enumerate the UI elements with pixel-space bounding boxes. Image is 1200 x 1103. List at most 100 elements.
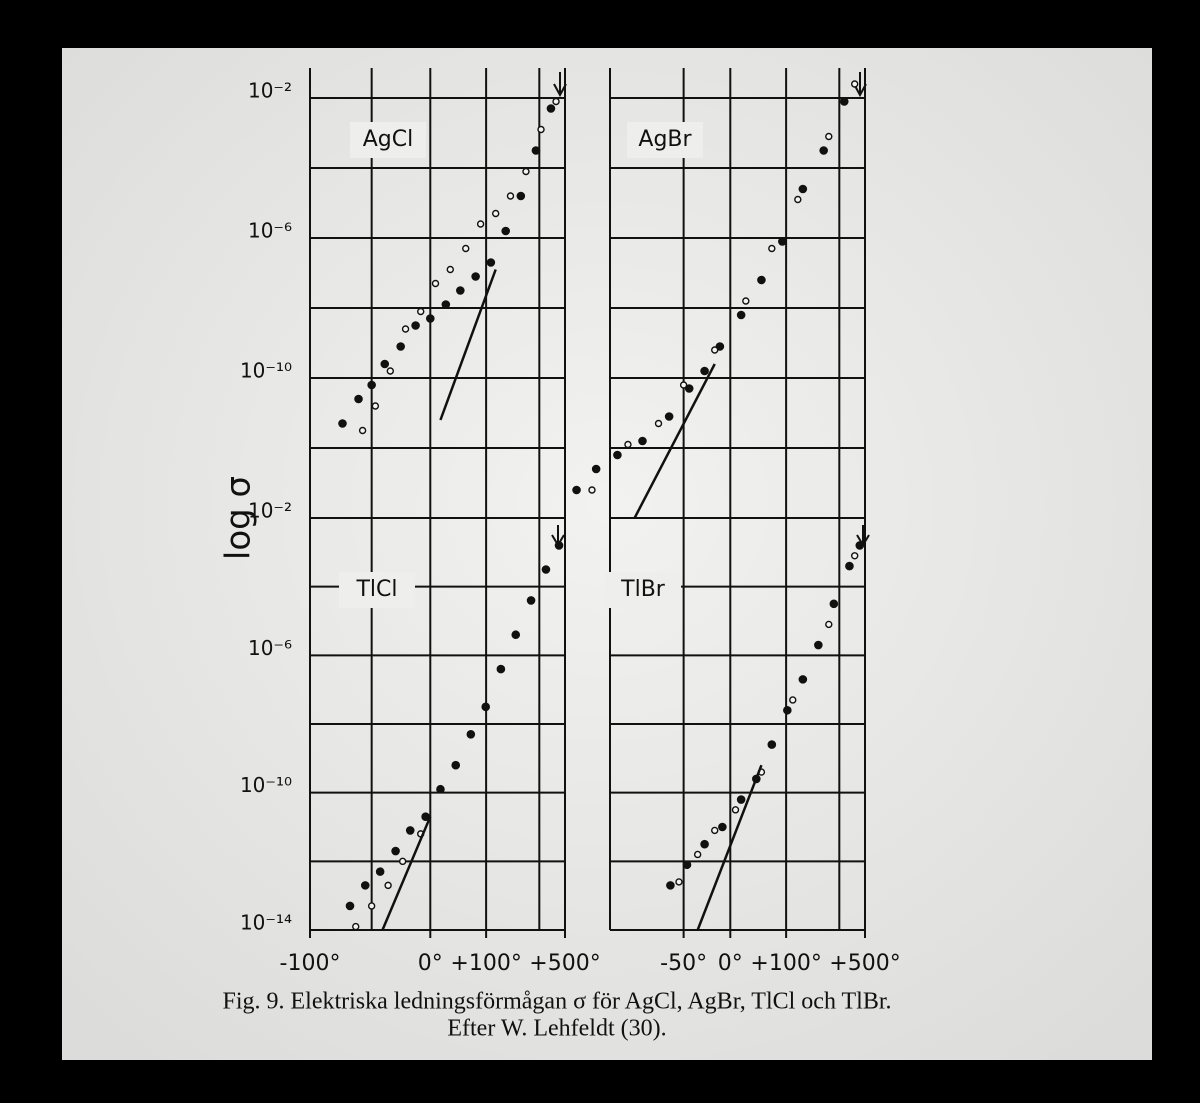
open-point	[711, 346, 719, 354]
filled-point	[451, 760, 461, 770]
open-point	[742, 297, 750, 305]
x-tick-label: -100°	[280, 951, 341, 976]
panel-title: TlCl	[355, 577, 397, 602]
open-point	[491, 209, 500, 218]
open-point	[654, 419, 663, 428]
open-point	[398, 857, 407, 866]
fit-line	[696, 764, 763, 931]
filled-point	[396, 342, 405, 351]
open-point	[711, 826, 719, 835]
open-point	[522, 167, 530, 176]
filled-point	[501, 226, 511, 236]
fit-line	[633, 363, 716, 519]
filled-point	[700, 839, 709, 849]
filled-point	[354, 394, 363, 404]
open-point	[789, 696, 797, 704]
title-bg	[605, 572, 681, 608]
y-tick-label: 10⁻¹⁰	[240, 773, 292, 797]
panel: AgBr	[572, 68, 866, 519]
open-point	[825, 620, 833, 629]
open-point	[431, 279, 440, 288]
x-tick-label: +100°	[450, 951, 521, 976]
title-bg	[339, 572, 415, 608]
y-tick-label: 10⁻²	[248, 79, 292, 103]
open-point	[624, 440, 632, 449]
filled-point	[466, 730, 476, 739]
y-tick-label: 10⁻⁶	[248, 219, 292, 243]
y-tick-label: 10⁻¹⁴	[240, 911, 292, 935]
filled-point	[486, 258, 496, 267]
filled-point	[845, 561, 854, 571]
filled-point	[511, 630, 521, 640]
filled-point	[757, 275, 766, 285]
filled-point	[572, 485, 581, 495]
filled-point	[718, 822, 727, 832]
filled-point	[391, 846, 400, 856]
filled-point	[456, 286, 465, 295]
filled-point	[436, 784, 445, 794]
open-point	[401, 325, 410, 333]
filled-point	[664, 412, 674, 421]
filled-point	[380, 359, 390, 369]
filled-point	[516, 191, 526, 201]
filled-point	[829, 599, 839, 609]
filled-point	[367, 380, 376, 390]
y-axis-label: log σ	[219, 476, 259, 560]
caption: Fig. 9. Elektriska ledningsförmågan σ fö…	[222, 989, 891, 1015]
open-point	[794, 195, 802, 204]
panel-title: AgBr	[638, 127, 692, 152]
filled-point	[682, 860, 692, 870]
open-point	[537, 125, 545, 134]
x-tick-label: 0°	[718, 951, 743, 976]
filled-point	[526, 596, 536, 605]
filled-point	[778, 237, 787, 246]
filled-point	[684, 384, 694, 393]
open-point	[358, 426, 367, 435]
open-point	[679, 381, 688, 389]
panel: -50° 0° +100° +500° TlBr	[605, 517, 901, 976]
filled-point	[715, 342, 725, 351]
panel-title: TlBr	[620, 577, 666, 602]
filled-point	[819, 146, 828, 155]
panel: 10⁻² 10⁻⁶ 10⁻¹⁰ 10⁻¹⁴ -100° 0° +100° +500° TlCl	[240, 499, 601, 977]
open-point	[731, 806, 740, 814]
filled-point	[425, 314, 435, 323]
filled-point	[338, 419, 347, 428]
filled-point	[411, 321, 420, 330]
x-tick-label: 0°	[418, 951, 443, 976]
y-tick-label: 10⁻²	[248, 499, 292, 523]
filled-point	[471, 272, 480, 281]
title-bg	[350, 122, 426, 158]
open-point	[352, 922, 360, 931]
filled-point	[814, 640, 823, 650]
open-point	[850, 80, 859, 88]
filled-point	[496, 664, 506, 674]
open-point	[552, 97, 560, 106]
open-point	[506, 192, 515, 200]
filled-point	[345, 901, 355, 911]
filled-point	[783, 705, 792, 715]
x-tick-label: +100°	[750, 951, 821, 976]
open-point	[462, 244, 470, 253]
open-point	[768, 244, 776, 253]
filled-point	[798, 675, 808, 684]
filled-point	[666, 881, 675, 890]
filled-point	[405, 826, 415, 835]
x-tick-label: +500°	[529, 951, 600, 976]
filled-point	[441, 300, 451, 309]
filled-point	[546, 104, 556, 113]
y-tick-label: 10⁻⁶	[248, 636, 292, 660]
open-point	[446, 265, 454, 274]
open-point	[850, 552, 859, 560]
open-point	[384, 881, 392, 890]
open-point	[476, 220, 485, 228]
filled-point	[613, 450, 622, 460]
filled-point	[481, 702, 491, 712]
filled-point	[736, 310, 746, 320]
x-tick-label: +500°	[829, 951, 900, 976]
fit-line	[439, 269, 497, 421]
filled-point	[591, 464, 601, 474]
open-point	[825, 132, 833, 141]
